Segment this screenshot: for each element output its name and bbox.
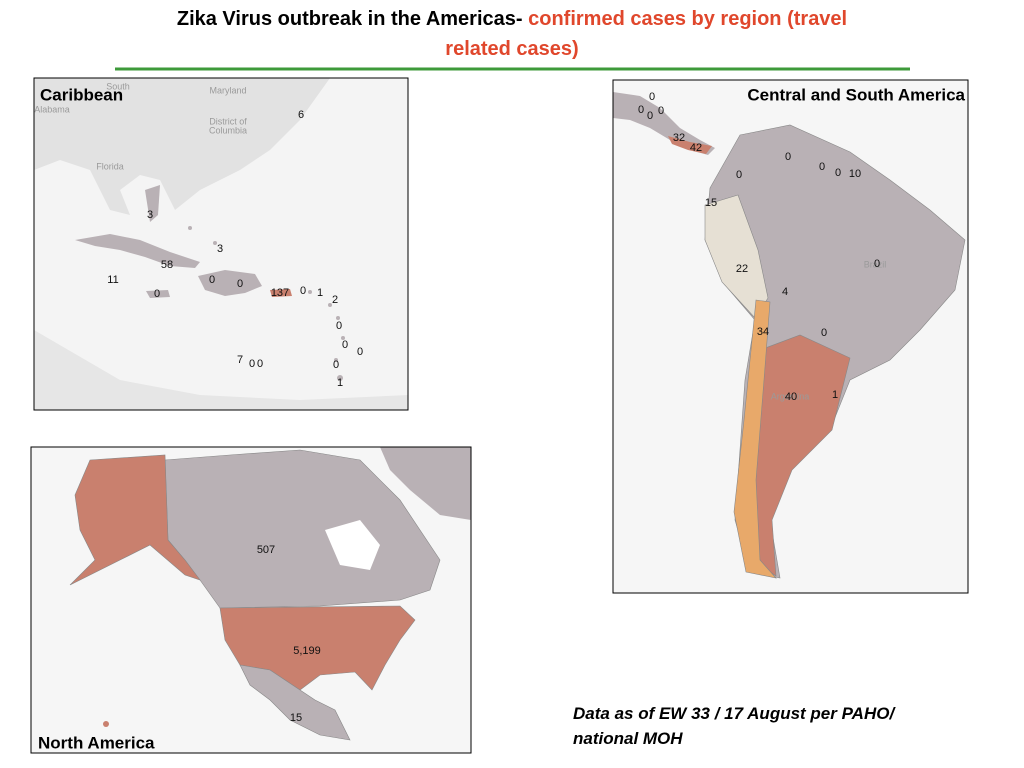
case-count: 0 [649,91,655,103]
note-line: Data as of EW 33 / 17 August per PAHO/ [573,704,895,723]
case-count: 32 [673,132,685,144]
case-count: 0 [257,358,263,370]
case-count: 11 [107,274,118,286]
place-label: Columbia [209,125,247,135]
caribbean-map [34,78,408,410]
case-count: 0 [821,327,827,339]
case-count: 1 [832,389,838,401]
case-count: 0 [249,358,255,370]
case-count: 507 [257,544,275,556]
case-count: 0 [736,169,742,181]
case-count: 0 [154,288,160,300]
slide-title: Zika Virus outbreak in the Americas- con… [172,4,852,64]
case-count: 5,199 [293,645,321,657]
case-count: 0 [638,104,644,116]
case-count: 137 [271,287,289,299]
place-label: South [106,81,130,91]
case-count: 6 [298,109,304,121]
case-count: 0 [237,278,243,290]
case-count: 0 [835,167,841,179]
case-count: 0 [785,151,791,163]
case-count: 0 [333,359,339,371]
case-count: 4 [782,286,788,298]
north-america-map [31,447,471,753]
case-count: 0 [874,258,880,270]
title-lead: Zika Virus outbreak in the Americas- [176,8,523,30]
place-label: District of [209,116,247,126]
case-count: 3 [147,209,153,221]
south-america-map [613,80,968,593]
case-count: 3 [217,243,223,255]
note-line: national MOH [573,729,683,748]
place-label: Argentina [771,391,810,401]
place-label: Alabama [34,104,70,114]
north-america-frame [30,446,472,754]
place-label: Florida [96,161,124,171]
case-count: 0 [336,320,342,332]
case-count: 15 [290,712,302,724]
case-count: 7 [237,354,243,366]
case-count: 10 [849,168,861,180]
south-america-frame [612,79,969,594]
region-label: North America [38,733,155,752]
title-highlight: confirmed cases by region (travel relate… [445,8,848,60]
region-label: Central and South America [747,85,965,104]
case-count: 0 [647,110,653,122]
case-count: 42 [690,142,702,154]
case-count: 15 [705,197,717,209]
place-label: Maryland [209,85,246,95]
case-count: 0 [342,339,348,351]
case-count: 40 [785,391,797,403]
case-count: 2 [332,294,338,306]
place-label: Brazil [864,259,887,269]
caribbean-frame [33,77,409,411]
case-count: 0 [658,105,664,117]
case-count: 0 [300,285,306,297]
case-count: 34 [757,326,769,338]
case-count: 1 [337,377,343,389]
case-count: 0 [819,161,825,173]
region-label: Caribbean [40,85,123,104]
case-count: 58 [161,259,173,271]
case-count: 22 [736,263,748,275]
source-note: Data as of EW 33 / 17 August per PAHO/ n… [573,701,894,751]
case-count: 1 [317,287,323,299]
case-count: 0 [209,274,215,286]
case-count: 0 [357,346,363,358]
